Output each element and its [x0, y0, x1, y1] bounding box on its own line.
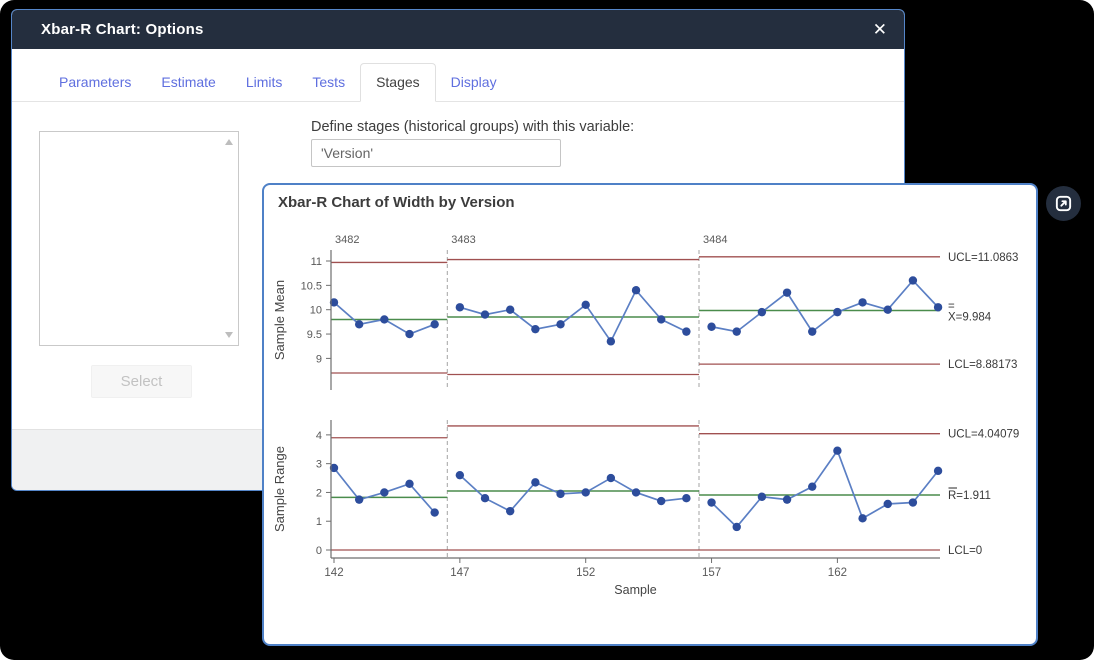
- tab-display[interactable]: Display: [450, 74, 497, 90]
- tab-bar: Parameters Estimate Limits Tests Stages …: [12, 49, 904, 102]
- svg-text:2: 2: [316, 487, 322, 499]
- open-in-new-window-button[interactable]: [1046, 186, 1081, 221]
- svg-text:142: 142: [324, 567, 343, 579]
- tab-tests[interactable]: Tests: [312, 74, 346, 90]
- tab-stages[interactable]: Stages: [360, 63, 436, 102]
- stage-variable-label: Define stages (historical groups) with t…: [311, 119, 635, 135]
- svg-text:157: 157: [702, 567, 721, 579]
- variables-listbox[interactable]: [39, 131, 239, 346]
- svg-text:0: 0: [316, 545, 322, 557]
- svg-text:UCL=11.0863: UCL=11.0863: [948, 252, 1018, 264]
- svg-text:10.5: 10.5: [301, 280, 322, 292]
- chart-window[interactable]: Xbar-R Chart of Width by Version 3482 348…: [262, 183, 1038, 646]
- svg-text:X=9.984: X=9.984: [948, 311, 992, 323]
- svg-text:9: 9: [316, 353, 322, 365]
- svg-text:10: 10: [310, 305, 322, 317]
- dialog-title: Xbar-R Chart: Options: [41, 21, 204, 38]
- scrollbar-down-icon[interactable]: [225, 332, 233, 338]
- svg-text:9.5: 9.5: [307, 329, 322, 341]
- svg-text:LCL=8.88173: LCL=8.88173: [948, 359, 1017, 371]
- svg-text:11: 11: [311, 256, 322, 268]
- svg-text:R=1.911: R=1.911: [948, 490, 991, 502]
- svg-text:4: 4: [316, 430, 322, 442]
- tab-estimate[interactable]: Estimate: [161, 74, 216, 90]
- svg-text:LCL=0: LCL=0: [948, 545, 982, 557]
- tab-limits[interactable]: Limits: [245, 74, 283, 90]
- select-button[interactable]: Select: [91, 365, 192, 398]
- svg-text:3484: 3484: [703, 234, 727, 246]
- close-icon[interactable]: ✕: [872, 20, 887, 39]
- svg-text:162: 162: [828, 567, 847, 579]
- svg-text:Sample Range: Sample Range: [272, 446, 287, 532]
- svg-text:147: 147: [450, 567, 469, 579]
- dialog-titlebar[interactable]: Xbar-R Chart: Options ✕: [12, 10, 904, 49]
- open-in-new-window-icon: [1055, 195, 1072, 212]
- svg-text:152: 152: [576, 567, 595, 579]
- chart-title: Xbar-R Chart of Width by Version: [278, 194, 515, 211]
- svg-text:3: 3: [316, 459, 322, 471]
- svg-text:Sample Mean: Sample Mean: [272, 280, 287, 360]
- svg-text:1: 1: [316, 516, 322, 528]
- stage-variable-input[interactable]: [311, 139, 561, 167]
- svg-text:=: =: [948, 300, 955, 312]
- svg-text:Sample: Sample: [614, 583, 656, 597]
- svg-text:UCL=4.04079: UCL=4.04079: [948, 429, 1019, 441]
- svg-text:3482: 3482: [335, 234, 359, 246]
- scrollbar-up-icon[interactable]: [225, 139, 233, 145]
- svg-text:3483: 3483: [451, 234, 475, 246]
- tab-parameters[interactable]: Parameters: [59, 74, 132, 90]
